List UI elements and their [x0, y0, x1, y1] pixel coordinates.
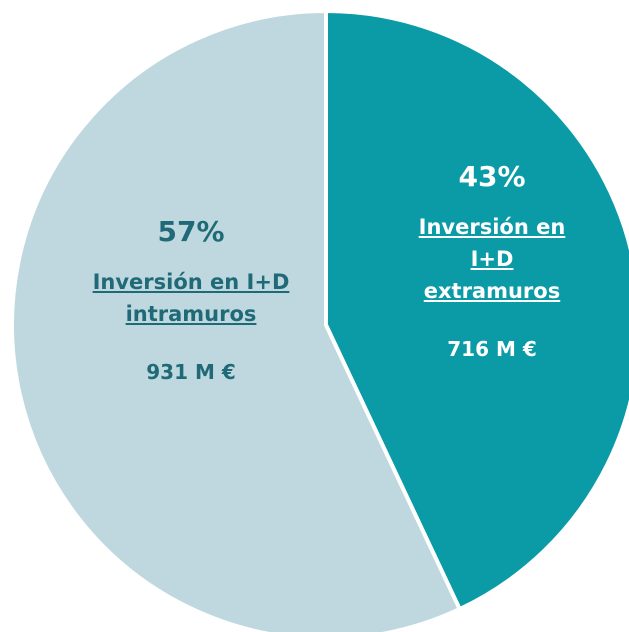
- percent-label: 57%: [157, 215, 225, 248]
- amount-label: 716 M €: [447, 337, 537, 361]
- pie-slice: [324, 8, 629, 612]
- amount-label: 931 M €: [146, 360, 236, 384]
- category-label: Inversión en I+D intramuros: [92, 270, 290, 326]
- category-label: Inversión en I+D extramuros: [418, 215, 566, 303]
- slice-label: 43% Inversión en I+D extramuros 716 M €: [402, 160, 582, 361]
- percent-label: 43%: [458, 160, 526, 193]
- slice-label: 57% Inversión en I+D intramuros 931 M €: [84, 215, 298, 384]
- pie-slice: [10, 8, 463, 632]
